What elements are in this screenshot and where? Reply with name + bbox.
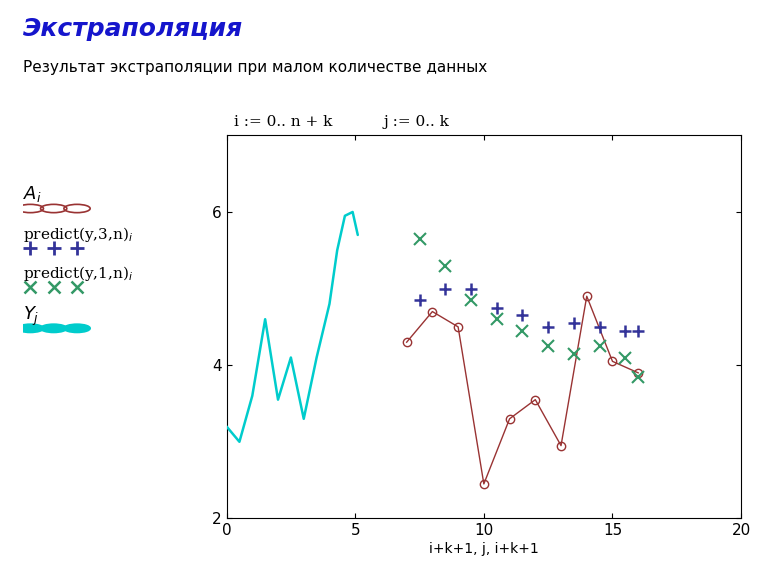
Circle shape [17, 324, 44, 332]
X-axis label: i+k+1, j, i+k+1: i+k+1, j, i+k+1 [429, 543, 538, 556]
Text: j := 0.. k: j := 0.. k [384, 115, 450, 129]
Text: Экстраполяция: Экстраполяция [23, 17, 243, 41]
Text: $Y_j$: $Y_j$ [23, 305, 39, 328]
Text: predict(y,1,n)$_i$: predict(y,1,n)$_i$ [23, 264, 133, 283]
Circle shape [64, 324, 90, 332]
Text: predict(y,3,n)$_i$: predict(y,3,n)$_i$ [23, 225, 133, 244]
Text: $A_i$: $A_i$ [23, 184, 41, 204]
Text: i := 0.. n + k: i := 0.. n + k [234, 115, 333, 129]
Circle shape [41, 324, 67, 332]
Text: Результат экстраполяции при малом количестве данных: Результат экстраполяции при малом количе… [23, 60, 487, 75]
